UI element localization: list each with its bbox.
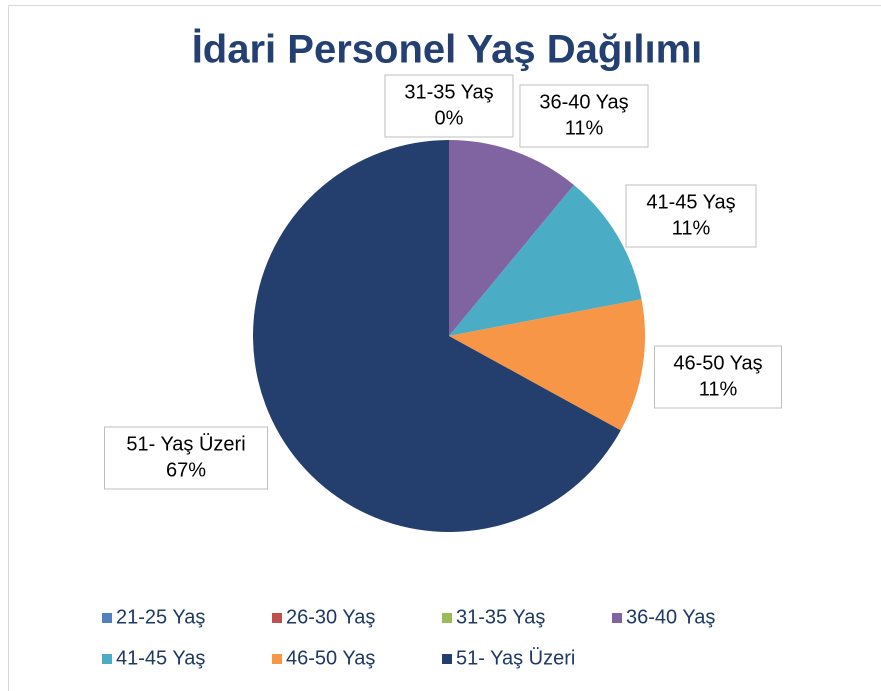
label-category: 31-35 Yaş <box>404 81 493 103</box>
data-label: 41-45 Yaş 11% <box>625 184 757 248</box>
legend-marker <box>272 654 282 664</box>
legend-marker <box>102 654 112 664</box>
legend-label: 21-25 Yaş <box>116 606 205 628</box>
pie-slice <box>449 140 574 336</box>
label-value: 67% <box>166 459 206 481</box>
data-label: 31-35 Yaş 0% <box>384 74 514 138</box>
legend-label: 31-35 Yaş <box>456 606 545 628</box>
label-box <box>519 84 649 148</box>
label-box <box>104 426 268 490</box>
legend-marker <box>442 654 452 664</box>
label-category: 41-45 Yaş <box>646 191 735 213</box>
label-value: 11% <box>672 217 711 239</box>
pie-slice <box>252 140 621 532</box>
legend-marker <box>272 613 282 623</box>
data-label: 51- Yaş Üzeri 67% <box>104 426 268 490</box>
label-value: 11% <box>699 378 738 400</box>
legend-label: 51- Yaş Üzeri <box>456 647 575 669</box>
legend-label: 46-50 Yaş <box>286 647 375 669</box>
label-box <box>625 184 757 248</box>
label-value: 0% <box>435 107 464 129</box>
chart-title: İdari Personel Yaş Dağılımı <box>192 28 703 72</box>
label-value: 11% <box>565 117 604 139</box>
label-box <box>654 345 782 409</box>
legend-marker <box>102 613 112 623</box>
legend-marker <box>612 613 622 623</box>
legend-label: 26-30 Yaş <box>286 606 375 628</box>
legend-label: 36-40 Yaş <box>626 606 715 628</box>
data-label: 36-40 Yaş 11% <box>519 84 649 148</box>
label-box <box>384 74 514 138</box>
pie-slice <box>449 299 645 431</box>
label-category: 46-50 Yaş <box>673 352 762 374</box>
legend-label: 41-45 Yaş <box>116 647 205 669</box>
label-category: 51- Yaş Üzeri <box>126 433 245 455</box>
label-category: 36-40 Yaş <box>539 91 628 113</box>
legend-marker <box>442 613 452 623</box>
pie-slice <box>449 184 642 336</box>
data-label: 46-50 Yaş 11% <box>654 345 782 409</box>
